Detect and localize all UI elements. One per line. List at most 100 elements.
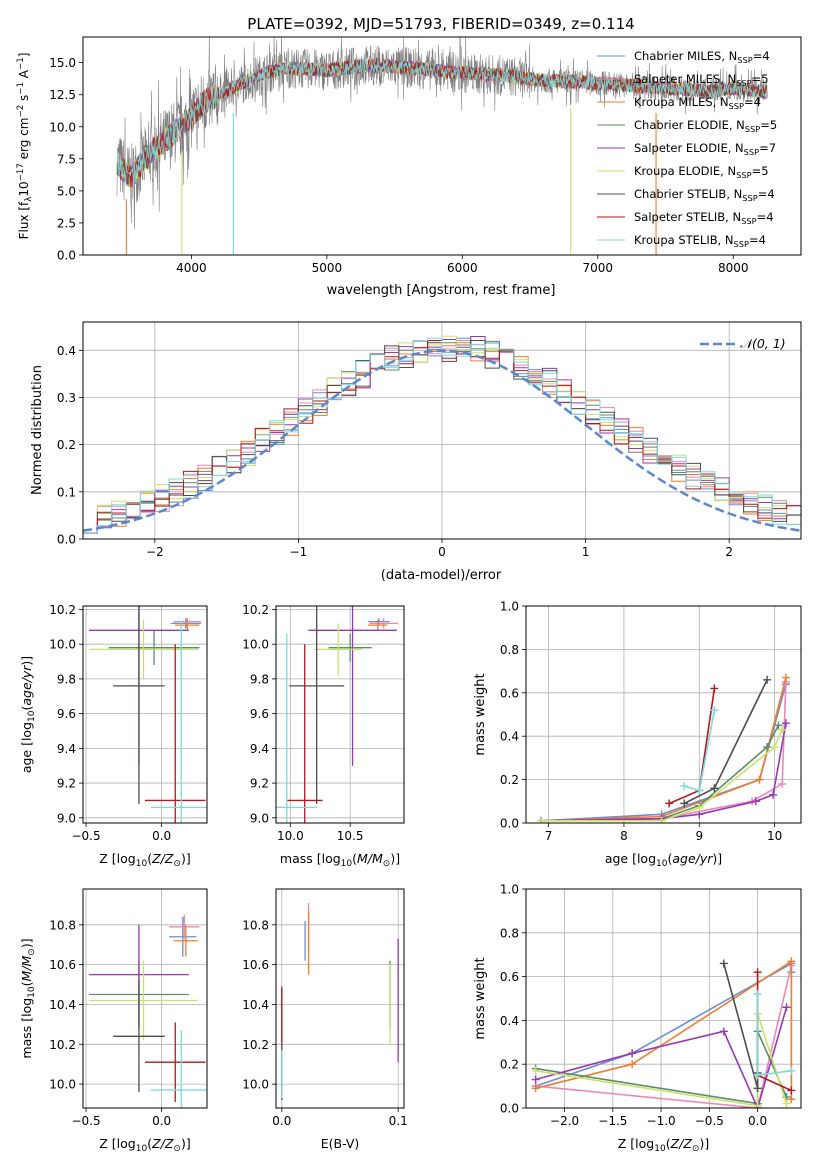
axes-frame (525, 605, 802, 824)
axes-age-vs-Z: −0.5 0.09.09.29.49.69.810.010.2Z [log10(Z… (19, 603, 208, 869)
x-axis-label-part: )] (699, 1136, 709, 1151)
grid-mass-vs-ebv (276, 889, 404, 1108)
plot-area-weight-vs-Z (531, 957, 796, 1108)
y-axis-label: mass [log10(M/M⊙)] (19, 938, 37, 1058)
x-axis-label-part: 10 (136, 1144, 148, 1154)
grid-age-vs-mass (276, 606, 404, 823)
figure-title: PLATE=0392, MJD=51793, FIBERID=0349, z=0… (247, 15, 634, 33)
x-axis-label: Z [log10(Z/Z⊙)] (99, 1136, 190, 1154)
weight-marker (770, 743, 779, 752)
legend-label-part: SSP (736, 170, 751, 180)
x-axis-label-part: ( (147, 851, 152, 866)
y-axis-label-part: ⊙ (27, 948, 37, 956)
axes-mass-vs-ebv: 0.0 0.1 10.0 10.2 10.4 10.6 10.8 E(B-V) (242, 888, 408, 1151)
legend-label: Kroupa ELODIE, NSSP=5 (634, 164, 769, 180)
y-tick-label: 0.0 (57, 249, 76, 263)
grid-mass-vs-Z (83, 889, 207, 1108)
legend-label-part: =5 (760, 118, 777, 132)
x-axis-label-part: Z [log (618, 1136, 654, 1151)
axes-frame (275, 888, 405, 1109)
y-axis-label-part: 10 (27, 710, 37, 722)
y-tick-label: 0.2 (57, 438, 76, 452)
weight-marker (781, 719, 790, 728)
weight-marker (753, 1071, 762, 1080)
plot-area-residuals (83, 335, 801, 539)
x-axis-label-part: Z [log (99, 851, 135, 866)
legend-label-part: =4 (753, 49, 770, 63)
legend-label-part: Salpeter ELODIE, N (634, 141, 744, 155)
legend-label-part: =4 (749, 233, 766, 247)
weight-marker (531, 1084, 540, 1093)
x-axis-label-part: )] (181, 851, 191, 866)
x-axis-label-part: 10 (654, 1144, 666, 1154)
weight-marker (769, 790, 778, 799)
x-tick-label: −1 (290, 545, 308, 559)
weight-marker (755, 775, 764, 784)
y-axis-label-part: λ (24, 197, 34, 202)
axes-frame (275, 605, 405, 824)
plot-area-mass-vs-Z (89, 914, 207, 1108)
weight-line-salpeter-elodie (541, 723, 787, 822)
weight-marker (763, 675, 772, 684)
y-tick-label: 10.0 (242, 1078, 269, 1092)
plot-area-mass-vs-ebv (281, 902, 399, 1101)
weight-marker (763, 743, 772, 752)
y-axis-label: Flux [fλ10−17 erg cm−2 s−1 A−1] (16, 53, 34, 240)
y-tick-label: 9.4 (250, 742, 269, 756)
x-axis-label-part: ( (147, 1136, 152, 1151)
weight-marker (710, 684, 719, 693)
weight-marker (710, 706, 719, 715)
y-tick-label: 0.8 (500, 926, 519, 940)
model-spectrum-kroupa-stelib (116, 58, 768, 187)
x-tick-label: −2.0 (550, 1114, 579, 1128)
y-axis-label-part: M/M (19, 955, 34, 981)
x-axis-label-part: ( (666, 1136, 671, 1151)
y-tick-label: 5.0 (57, 184, 76, 198)
legend-label-part: Chabrier ELODIE, N (634, 118, 745, 132)
weight-marker (710, 784, 719, 793)
legend-label-part: SSP (742, 193, 757, 203)
x-axis-label: wavelength [Angstrom, rest frame] (327, 283, 556, 298)
y-tick-label: 7.5 (57, 152, 76, 166)
y-tick-label: 9.0 (250, 811, 269, 825)
x-axis-label-part: age/yr (672, 851, 713, 866)
y-tick-label: 0.2 (500, 773, 519, 787)
x-axis-label-part: )] (181, 1136, 191, 1151)
x-tick-label: 4000 (176, 261, 207, 275)
weight-line-salpeter-miles (535, 965, 793, 1108)
x-tick-label: 10 (767, 829, 782, 843)
weight-marker (782, 1099, 791, 1108)
weight-marker (531, 1075, 540, 1084)
y-tick-label: 10.4 (242, 998, 269, 1012)
x-tick-label: 7000 (583, 261, 614, 275)
x-tick-label: −0.5 (71, 829, 100, 843)
grid-weight-vs-age (526, 605, 801, 824)
y-axis-label: mass weight (473, 957, 488, 1039)
x-tick-label: 0.1 (389, 1114, 408, 1128)
weight-line-chabrier-miles (541, 683, 787, 822)
y-tick-label: 9.8 (250, 672, 269, 686)
weight-marker (778, 779, 787, 788)
y-axis-label: mass weight (473, 673, 488, 755)
weight-marker (751, 797, 760, 806)
axes-frame (82, 888, 208, 1109)
chart-layer: 4000 5000 6000 7000 80000.02.55.07.510.012.5… (16, 36, 802, 1154)
axes-spectrum: 4000 5000 6000 7000 8000 0.0 2.5 5.0 7.5 10.0 12.5… (16, 36, 802, 298)
y-tick-label: 0.4 (500, 730, 519, 744)
x-axis-label-part: ⊙ (173, 859, 181, 869)
y-axis-label-part: −1 (16, 57, 26, 70)
x-axis-label-part: mass [log (280, 851, 341, 866)
y-axis-label-part: −2 (16, 105, 26, 118)
y-tick-label: 1.0 (500, 883, 519, 897)
y-tick-label: 0.1 (57, 485, 76, 499)
y-axis-label-part: age [log (19, 722, 34, 773)
legend-label-part: =7 (759, 141, 776, 155)
x-tick-label: 2 (725, 545, 733, 559)
axes-frame (82, 321, 802, 540)
legend-label: Kroupa MILES, NSSP=4 (634, 95, 761, 111)
y-tick-label: 2.5 (57, 216, 76, 230)
legend-label: Salpeter MILES, NSSP=5 (634, 72, 769, 88)
weight-marker (787, 1086, 796, 1095)
weight-marker (753, 990, 762, 999)
x-tick-label: 6000 (447, 261, 478, 275)
